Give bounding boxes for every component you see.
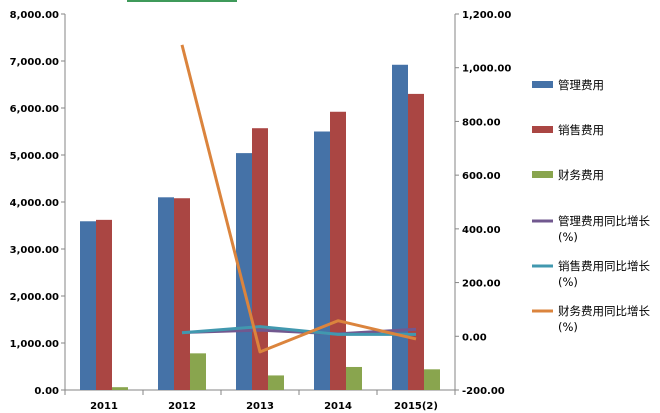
legend-label: 财务费用同比增长 xyxy=(558,304,650,318)
x-tick-label: 2014 xyxy=(324,401,352,412)
right-tick-label: 600.00 xyxy=(462,171,501,182)
left-tick-label: 0.00 xyxy=(34,386,59,397)
left-tick-label: 2,000.00 xyxy=(10,292,59,303)
x-tick-label: 2012 xyxy=(168,401,196,412)
right-tick-label: 0.00 xyxy=(462,332,487,343)
right-tick-label: 400.00 xyxy=(462,225,501,236)
left-tick-label: 1,000.00 xyxy=(10,339,59,350)
bar xyxy=(252,128,268,390)
left-tick-label: 5,000.00 xyxy=(10,151,59,162)
right-tick-label: 1,000.00 xyxy=(462,64,511,75)
bar xyxy=(80,221,96,390)
legend-label: 管理费用 xyxy=(558,78,604,92)
legend-swatch xyxy=(532,81,553,88)
right-tick-label: 1,200.00 xyxy=(462,10,511,21)
left-tick-label: 3,000.00 xyxy=(10,245,59,256)
bar xyxy=(330,111,346,390)
axes: 0.00 1,000.00 2,000.00 3,000.00 4,000.00 5,00… xyxy=(10,10,512,412)
bars xyxy=(80,64,440,391)
legend-label: 管理费用同比增长 xyxy=(558,214,650,228)
left-tick-label: 8,000.00 xyxy=(10,10,59,21)
legend-label: (%) xyxy=(558,230,578,244)
lines xyxy=(180,44,417,354)
legend-label: (%) xyxy=(558,275,578,289)
right-tick-label: 800.00 xyxy=(462,117,501,128)
series-line xyxy=(180,44,417,354)
legend-label: 财务费用 xyxy=(558,168,604,182)
legend-label: 销售费用同比增长 xyxy=(558,259,650,273)
bar xyxy=(408,93,424,391)
bar xyxy=(346,366,362,390)
bar xyxy=(174,198,190,390)
bar xyxy=(392,64,408,390)
bar xyxy=(96,219,112,390)
left-tick-label: 7,000.00 xyxy=(10,57,59,68)
right-tick-label: 200.00 xyxy=(462,279,501,290)
bar xyxy=(314,131,330,390)
right-tick-label: -200.00 xyxy=(462,386,505,397)
bar xyxy=(268,375,284,390)
x-tick-label: 2011 xyxy=(90,401,118,412)
legend-swatch xyxy=(532,126,553,133)
legend-label: 销售费用 xyxy=(558,123,604,137)
bar xyxy=(158,197,174,390)
series-line xyxy=(181,325,416,336)
legend-label: (%) xyxy=(558,320,578,334)
legend-swatch xyxy=(532,171,553,178)
bar xyxy=(424,369,440,390)
bar xyxy=(112,387,128,390)
x-tick-label: 2015(2) xyxy=(394,401,438,412)
x-tick-label: 2013 xyxy=(246,401,274,412)
top-edge-tab xyxy=(127,0,237,2)
left-tick-label: 6,000.00 xyxy=(10,104,59,115)
left-tick-label: 4,000.00 xyxy=(10,198,59,209)
bar xyxy=(190,353,206,390)
